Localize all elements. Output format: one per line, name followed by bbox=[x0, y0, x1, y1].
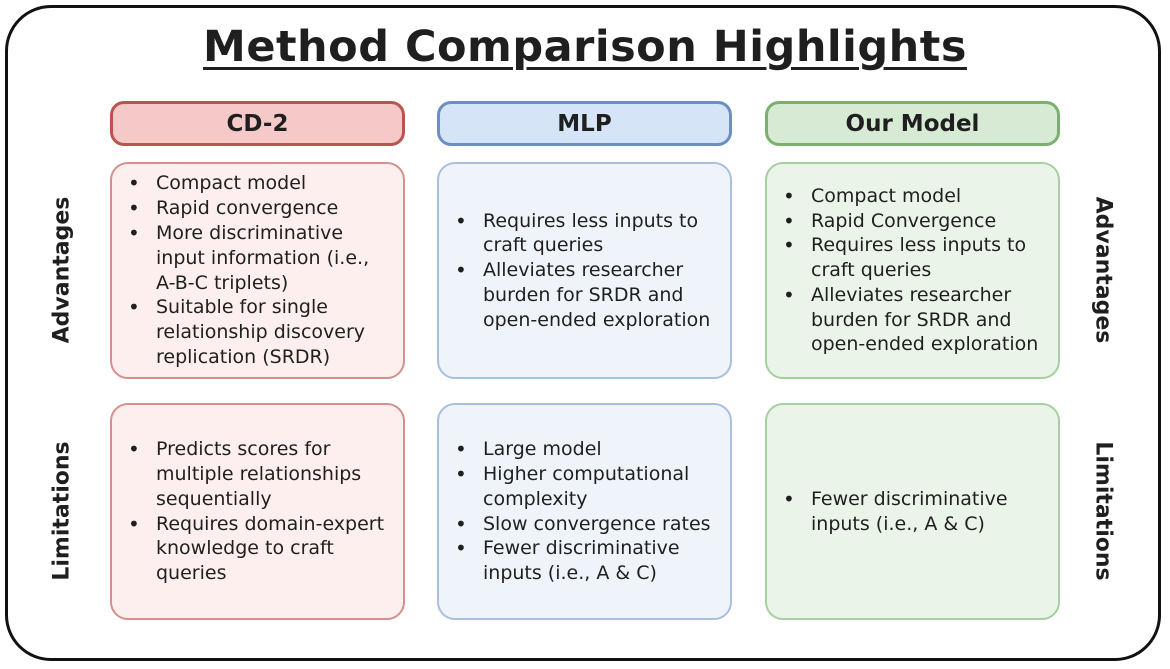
cd2-limitations-card: Predicts scores for multiple relationshi… bbox=[110, 403, 405, 620]
list-item: Rapid Convergence bbox=[783, 209, 1048, 234]
cd2-limitations-list: Predicts scores for multiple relationshi… bbox=[126, 437, 393, 586]
list-item: More discriminative input information (i… bbox=[128, 221, 393, 295]
list-item: Compact model bbox=[128, 171, 393, 196]
list-item: Alleviates researcher burden for SRDR an… bbox=[783, 283, 1048, 357]
list-item: Predicts scores for multiple relationshi… bbox=[128, 437, 393, 511]
list-item: Requires less inputs to craft queries bbox=[783, 233, 1048, 283]
list-item: Fewer discriminative inputs (i.e., A & C… bbox=[783, 487, 1048, 537]
row-label-limitations-left: Limitations bbox=[49, 441, 75, 581]
list-item: Requires domain-expert knowledge to craf… bbox=[128, 512, 393, 586]
list-item: Slow convergence rates bbox=[455, 512, 720, 537]
diagram-title: Method Comparison Highlights bbox=[203, 22, 967, 72]
mlp-advantages-card: Requires less inputs to craft queries Al… bbox=[437, 162, 732, 379]
outer-frame bbox=[5, 5, 1161, 661]
our-model-advantages-list: Compact model Rapid Convergence Requires… bbox=[781, 184, 1048, 358]
our-model-limitations-list: Fewer discriminative inputs (i.e., A & C… bbox=[781, 487, 1048, 537]
row-label-advantages-left: Advantages bbox=[49, 196, 75, 344]
list-item: Compact model bbox=[783, 184, 1048, 209]
our-model-limitations-card: Fewer discriminative inputs (i.e., A & C… bbox=[765, 403, 1060, 620]
header-cd2: CD-2 bbox=[110, 101, 405, 146]
list-item: Suitable for single relationship discove… bbox=[128, 295, 393, 369]
row-label-limitations-right: Limitations bbox=[1090, 441, 1116, 581]
mlp-limitations-list: Large model Higher computational complex… bbox=[453, 437, 720, 586]
list-item: Fewer discriminative inputs (i.e., A & C… bbox=[455, 536, 720, 586]
mlp-advantages-list: Requires less inputs to craft queries Al… bbox=[453, 209, 720, 333]
list-item: Requires less inputs to craft queries bbox=[455, 209, 720, 259]
list-item: Rapid convergence bbox=[128, 196, 393, 221]
mlp-limitations-card: Large model Higher computational complex… bbox=[437, 403, 732, 620]
header-our-model: Our Model bbox=[765, 101, 1060, 146]
row-label-advantages-right: Advantages bbox=[1090, 196, 1116, 344]
cd2-advantages-card: Compact model Rapid convergence More dis… bbox=[110, 162, 405, 379]
header-mlp: MLP bbox=[437, 101, 732, 146]
list-item: Alleviates researcher burden for SRDR an… bbox=[455, 258, 720, 332]
list-item: Higher computational complexity bbox=[455, 462, 720, 512]
our-model-advantages-card: Compact model Rapid Convergence Requires… bbox=[765, 162, 1060, 379]
cd2-advantages-list: Compact model Rapid convergence More dis… bbox=[126, 171, 393, 369]
list-item: Large model bbox=[455, 437, 720, 462]
